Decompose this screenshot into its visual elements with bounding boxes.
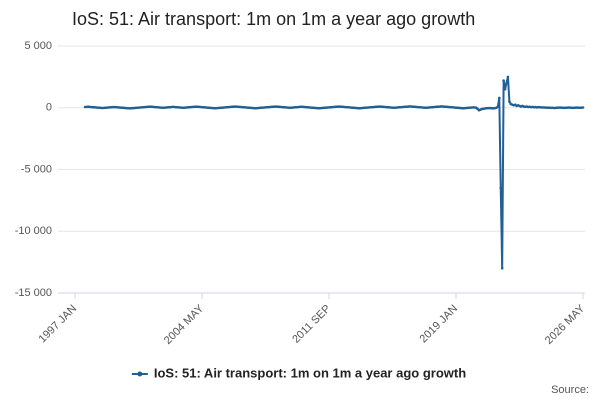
data-point — [503, 87, 507, 91]
x-tick-label: 2011 SEP — [290, 303, 333, 346]
y-tick-label: 0 — [46, 102, 52, 114]
data-point — [508, 100, 511, 103]
x-tick-label: 2004 MAY — [162, 302, 207, 347]
y-tick-label: -10 000 — [15, 225, 52, 237]
series-line — [85, 76, 584, 269]
data-point — [502, 79, 505, 82]
y-tick-label: -15 000 — [15, 287, 52, 299]
x-tick-label: 1997 JAN — [37, 303, 80, 346]
x-tick-label: 2019 JAN — [418, 303, 461, 346]
data-point — [497, 96, 501, 100]
legend-label: IoS: 51: Air transport: 1m on 1m a year … — [154, 365, 466, 380]
legend-marker — [137, 371, 143, 377]
x-tick-label: 2026 MAY — [543, 302, 588, 347]
data-point — [506, 75, 510, 79]
source: Source: — [551, 384, 589, 396]
data-point — [581, 106, 585, 109]
data-point — [499, 186, 503, 190]
y-tick-label: 5 000 — [24, 40, 52, 52]
data-point — [500, 267, 504, 270]
data-point — [496, 105, 500, 108]
chart-title: IoS: 51: Air transport: 1m on 1m a year … — [72, 9, 475, 29]
y-tick-label: -5 000 — [21, 163, 52, 175]
data-point — [505, 81, 508, 85]
